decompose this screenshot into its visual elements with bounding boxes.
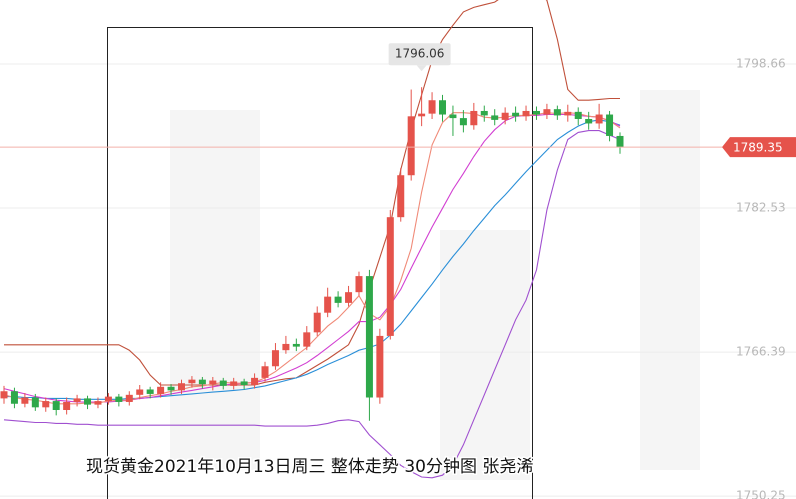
candle-body <box>459 118 467 126</box>
y-tick-label: 1750.25 <box>736 489 786 499</box>
candle-body <box>94 401 102 405</box>
plot <box>0 0 624 479</box>
candle-body <box>209 380 217 385</box>
candle-body <box>303 332 311 347</box>
candle-body <box>386 217 394 336</box>
indicator-line <box>3 130 621 479</box>
candle-body <box>365 276 373 398</box>
candle-body <box>543 109 551 115</box>
candle-body <box>334 296 342 303</box>
candle-body <box>42 401 50 408</box>
candle-body <box>261 366 269 378</box>
candle-body <box>104 396 112 402</box>
candle-body <box>271 350 279 367</box>
candle-body <box>324 296 332 313</box>
candle-body <box>136 389 144 395</box>
candle-body <box>355 276 363 293</box>
candle-body <box>292 343 300 347</box>
candle-body <box>0 391 8 399</box>
high-label: 1796.06 <box>395 47 445 61</box>
candle-body <box>52 401 60 411</box>
candle-body <box>470 110 478 126</box>
indicator-line <box>4 0 620 386</box>
candle-body <box>616 135 624 148</box>
y-tick-label: 1766.39 <box>736 345 786 359</box>
candle-body <box>146 389 154 394</box>
candle-body <box>157 386 165 394</box>
candle-body <box>167 386 175 391</box>
last-price-label: 1789.35 <box>733 141 783 155</box>
candle-body <box>115 396 123 402</box>
candle-body <box>188 379 196 384</box>
last-price-box <box>722 137 796 158</box>
candle-body <box>219 380 227 386</box>
candle-body <box>439 100 447 115</box>
candle-body <box>10 391 18 404</box>
candle-body <box>532 110 540 115</box>
candle-body <box>240 381 248 386</box>
candle-body <box>345 292 353 303</box>
candle-body <box>491 115 499 120</box>
candle-body <box>282 343 290 351</box>
candle-body <box>230 381 238 386</box>
candle-body <box>125 394 133 402</box>
y-tick-label: 1798.66 <box>736 57 786 71</box>
candle-body <box>198 379 206 385</box>
candle-body <box>522 110 530 117</box>
candle-body <box>407 116 415 176</box>
candle-body <box>418 113 426 117</box>
candle-body <box>21 397 29 404</box>
candle-body <box>606 114 614 136</box>
candle-body <box>63 401 71 411</box>
high-label-box <box>388 43 451 66</box>
candle-body <box>84 398 92 405</box>
candle-body <box>449 114 457 119</box>
y-tick-label: 1782.53 <box>736 200 786 214</box>
candle-body <box>595 114 603 124</box>
candle-body <box>73 398 81 402</box>
candle-body <box>564 111 572 116</box>
candle-body <box>553 109 561 116</box>
candle-body <box>376 335 384 398</box>
candle-body <box>585 118 593 124</box>
candle-body <box>251 377 259 386</box>
candle-body <box>177 383 185 391</box>
candle-body <box>31 397 39 408</box>
candle-body <box>313 312 321 333</box>
chart-title: 现货黄金2021年10月13日周三 整体走势 30分钟图 张尧浠 <box>86 457 533 477</box>
high-label-pointer <box>416 65 427 72</box>
frame-box <box>107 27 533 499</box>
candle-body <box>501 112 509 120</box>
watermark <box>170 90 700 480</box>
y-axis: 1750.25 1766.39 1782.53 1798.66 <box>736 57 786 499</box>
candle-body <box>397 175 405 218</box>
candle-body <box>512 112 520 117</box>
candle-body <box>428 100 436 114</box>
candle-body <box>480 110 488 116</box>
candle-body <box>574 111 582 119</box>
